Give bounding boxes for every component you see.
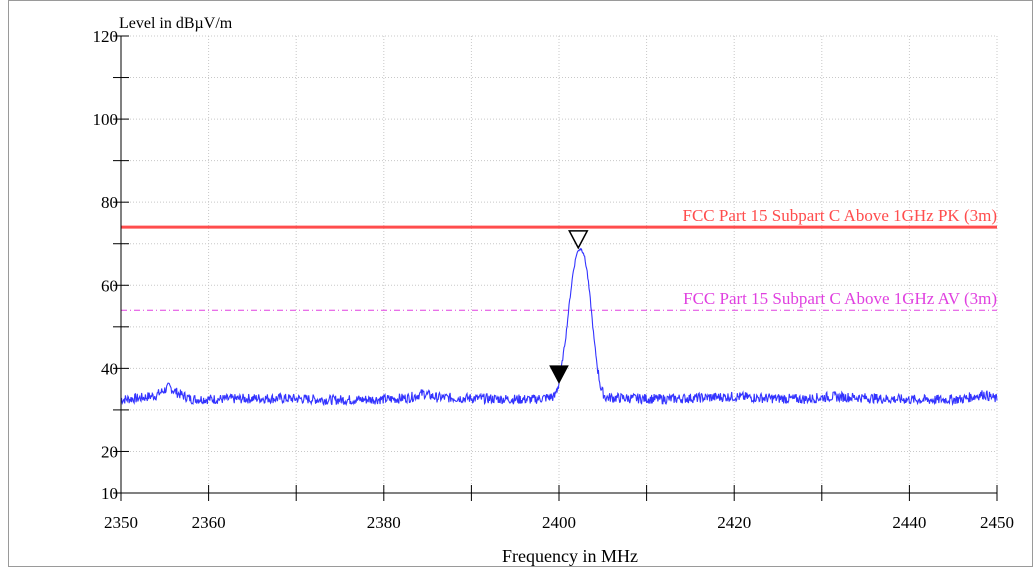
y-tick-label: 40 xyxy=(101,359,118,378)
limit-line-label: FCC Part 15 Subpart C Above 1GHz PK (3m) xyxy=(683,206,998,225)
x-tick-label: 2360 xyxy=(192,513,226,532)
y-tick-label: 100 xyxy=(93,110,119,129)
x-tick-label: 2400 xyxy=(542,513,576,532)
peak-marker-open xyxy=(568,230,589,250)
x-tick-label: 2440 xyxy=(892,513,926,532)
y-tick-label: 80 xyxy=(101,193,118,212)
axes: 10 20 40 60 80 100 120 2350 2360 2380 2400 2420 2440… xyxy=(93,27,1015,532)
y-tick-label: 60 xyxy=(101,276,118,295)
y-tick-label: 20 xyxy=(101,442,118,461)
limit-line-label: FCC Part 15 Subpart C Above 1GHz AV (3m) xyxy=(683,289,997,308)
chart-frame xyxy=(8,0,1033,567)
peak-marker-filled xyxy=(549,365,569,384)
x-tick-label: 2350 xyxy=(104,513,138,532)
peak-markers xyxy=(549,230,589,384)
x-tick-label: 2380 xyxy=(367,513,401,532)
y-tick-label: 120 xyxy=(93,27,119,46)
y-axis-label: Level in dBµV/m xyxy=(119,15,233,32)
x-tick-label: 2420 xyxy=(717,513,751,532)
grid-lines xyxy=(121,35,998,493)
x-axis-label: Frequency in MHz xyxy=(502,546,638,566)
limit-lines: FCC Part 15 Subpart C Above 1GHz PK (3m)… xyxy=(121,206,998,311)
x-tick-label: 2450 xyxy=(980,513,1014,532)
y-tick-label: 10 xyxy=(101,484,118,503)
